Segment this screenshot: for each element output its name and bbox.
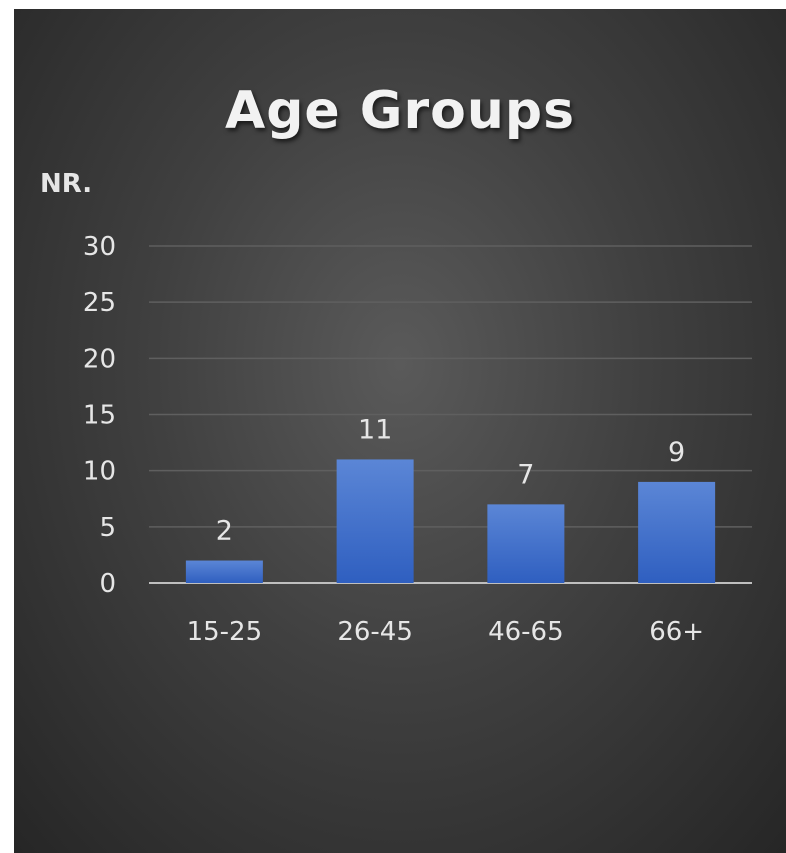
x-tick-label: 26-45: [337, 617, 413, 647]
y-tick-label: 30: [83, 232, 116, 262]
bar-46-65: [487, 504, 565, 583]
y-tick-label: 25: [83, 288, 116, 318]
data-label: 7: [517, 459, 534, 490]
x-tick-label: 66+: [649, 617, 704, 647]
y-tick-label: 15: [83, 401, 116, 431]
data-label: 11: [358, 414, 392, 445]
y-tick-label: 5: [99, 513, 116, 543]
bar-15-25: [185, 560, 263, 583]
bars: [185, 459, 716, 583]
bar-66+: [638, 481, 716, 583]
chart-title: Age Groups: [224, 81, 576, 141]
y-tick-label: 0: [99, 569, 116, 599]
y-axis-label: NR.: [40, 169, 93, 199]
chart-card: Age Groups NR. 0 5 10 15 20 25 30 2 15-25 11 26-45…: [14, 9, 786, 853]
bar-26-45: [336, 459, 414, 583]
y-tick-label: 10: [83, 457, 116, 487]
bar-chart: 0 5 10 15 20 25 30 2 15-25 11 26-45 7 46-65 9 66+: [83, 232, 752, 647]
x-tick-label: 15-25: [187, 617, 263, 647]
data-label: 2: [216, 516, 233, 547]
labels: 0 5 10 15 20 25 30 2 15-25 11 26-45 7 46-65 9 66+: [83, 232, 704, 647]
y-tick-label: 20: [83, 344, 116, 374]
x-tick-label: 46-65: [488, 617, 564, 647]
data-label: 9: [668, 437, 685, 468]
